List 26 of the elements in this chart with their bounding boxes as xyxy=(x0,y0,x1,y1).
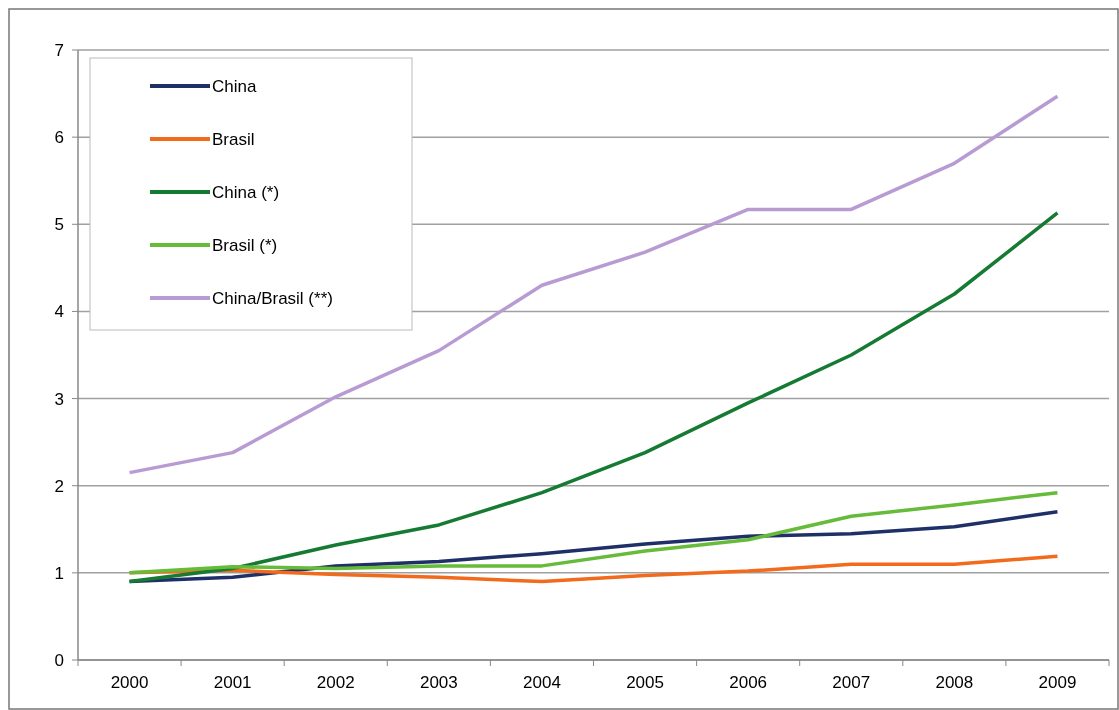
legend-label: China/Brasil (**) xyxy=(212,288,333,308)
x-tick-label: 2006 xyxy=(729,673,768,692)
x-tick-label: 2008 xyxy=(935,673,974,692)
legend-label: Brasil xyxy=(212,129,255,149)
x-tick-label: 2001 xyxy=(213,673,252,692)
y-tick-label: 2 xyxy=(54,476,64,496)
x-tick-label: 2005 xyxy=(626,673,664,692)
legend-label: China xyxy=(212,76,257,96)
legend-label: Brasil (*) xyxy=(212,235,278,255)
y-tick-label: 4 xyxy=(54,302,64,322)
legend-label: China (*) xyxy=(212,182,280,202)
line-series xyxy=(127,94,1060,475)
y-tick-label: 5 xyxy=(54,215,64,235)
x-tick-label: 2003 xyxy=(419,673,458,692)
x-tick-label: 2002 xyxy=(316,673,355,692)
y-tick-label: 0 xyxy=(54,650,64,670)
x-tick-label: 2009 xyxy=(1038,673,1077,692)
x-tick-label: 2004 xyxy=(523,673,561,692)
y-tick-label: 7 xyxy=(54,40,64,60)
x-tick-label: 2007 xyxy=(832,673,871,692)
y-tick-label: 6 xyxy=(54,128,64,148)
x-tick-label: 2000 xyxy=(110,673,149,692)
y-tick-label: 3 xyxy=(54,389,64,409)
line-series xyxy=(127,211,1060,584)
y-tick-label: 1 xyxy=(54,563,64,583)
line-series xyxy=(127,490,1060,575)
